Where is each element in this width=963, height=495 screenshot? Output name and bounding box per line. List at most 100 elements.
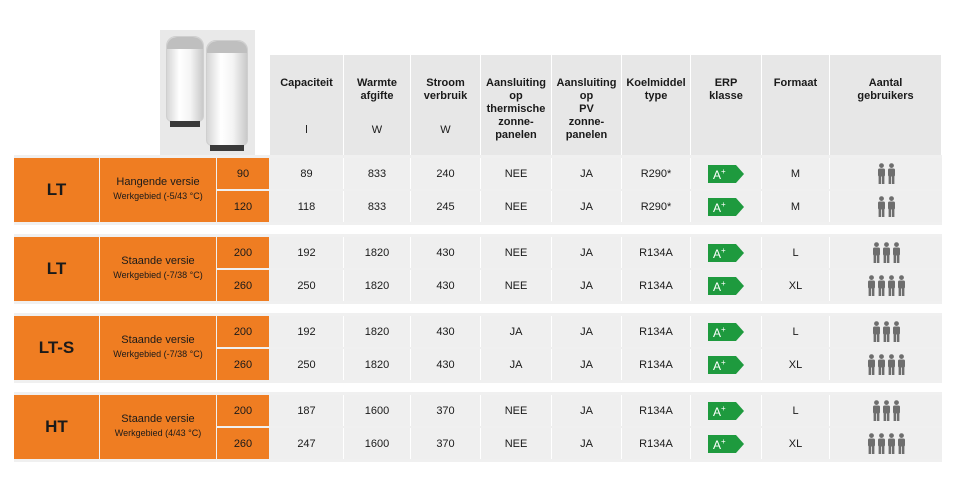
column-divider	[621, 349, 622, 380]
header-label-line: thermische	[486, 103, 546, 115]
cell-power: 245	[436, 200, 455, 213]
column-divider	[829, 191, 830, 222]
user-count-icons	[872, 242, 901, 263]
cell-power: 430	[436, 358, 455, 371]
column-divider	[410, 191, 411, 222]
cell-refrigerant: R134A	[639, 279, 673, 292]
column-divider	[621, 191, 622, 222]
column-divider	[690, 395, 691, 426]
cell-capacity: 250	[297, 279, 316, 292]
column-divider	[480, 270, 481, 301]
header-label-line: klasse	[709, 90, 743, 102]
cell-pv: JA	[580, 279, 593, 292]
header-label-line: zonne-	[568, 116, 605, 128]
column-divider	[551, 237, 552, 268]
column-divider	[690, 316, 691, 347]
column-divider	[761, 191, 762, 222]
header-label-line: op	[579, 90, 594, 102]
cell-capacity: 192	[297, 325, 316, 338]
person-icon	[867, 433, 875, 454]
cell-users	[830, 428, 942, 459]
column-divider	[410, 158, 411, 189]
cell-capacity: 250	[297, 358, 316, 371]
cell-users	[830, 316, 942, 347]
size-cell: 260	[217, 428, 269, 459]
table-row	[270, 270, 942, 301]
cell-users	[830, 158, 942, 189]
column-divider	[343, 158, 344, 189]
person-icon	[877, 275, 885, 296]
category-label: LT	[14, 237, 99, 301]
header-label: Koelmiddel type	[622, 77, 690, 103]
table-row	[270, 316, 942, 347]
header-label-line: Koelmiddel	[626, 77, 686, 89]
column-divider	[551, 270, 552, 301]
column-divider	[343, 316, 344, 347]
header-label: Aansluiting op PV zonne-panelen	[552, 77, 621, 142]
header-label-line: ERP	[714, 77, 738, 89]
svg-text:A+: A+	[713, 200, 726, 215]
cell-erp: A+	[691, 428, 761, 459]
cell-users	[830, 270, 942, 301]
column-divider	[621, 395, 622, 426]
person-icon	[877, 433, 885, 454]
cell-heat: 1820	[364, 358, 390, 371]
user-count-icons	[877, 163, 896, 184]
header-label: Aantal gebruikers	[830, 77, 941, 103]
column-divider	[690, 349, 691, 380]
cell-erp: A+	[691, 158, 761, 189]
cell-thermal: JA	[509, 325, 523, 338]
person-icon	[867, 354, 875, 375]
operating-range: Werkgebied (-5/43 °C)	[113, 191, 203, 201]
column-divider	[551, 428, 552, 459]
cell-thermal: NEE	[504, 437, 528, 450]
column-divider	[343, 349, 344, 380]
header-cell-thermal: Aansluiting op thermische zonne-panelen	[481, 55, 552, 155]
cell-erp: A+	[691, 395, 761, 426]
header-label: Aansluiting op thermische zonne-panelen	[481, 77, 551, 142]
column-divider	[551, 349, 552, 380]
cell-format: XL	[788, 437, 803, 450]
column-divider	[621, 158, 622, 189]
category-label: HT	[14, 395, 99, 459]
cell-heat: 1820	[364, 325, 390, 338]
size-cell: 200	[217, 395, 269, 426]
column-divider	[829, 316, 830, 347]
operating-range: Werkgebied (-7/38 °C)	[113, 270, 203, 280]
user-count-icons	[867, 275, 906, 296]
table-row	[270, 237, 942, 268]
cell-thermal: NEE	[504, 200, 528, 213]
header-label-line: Aansluiting	[486, 77, 546, 89]
cell-pv: JA	[580, 167, 593, 180]
column-divider	[761, 349, 762, 380]
column-divider	[343, 237, 344, 268]
table-row	[270, 349, 942, 380]
column-divider	[621, 270, 622, 301]
header-label-line: verbruik	[423, 90, 468, 102]
header-label: Stroom verbruik	[411, 77, 480, 103]
cell-heat: 833	[367, 200, 387, 213]
person-icon	[892, 400, 900, 421]
person-icon	[872, 321, 880, 342]
version-label: Staande versie	[121, 413, 195, 425]
cell-refrigerant: R134A	[639, 358, 673, 371]
user-count-icons	[872, 400, 901, 421]
cell-thermal: NEE	[504, 167, 528, 180]
cell-erp: A+	[691, 191, 761, 222]
user-count-icons	[877, 196, 896, 217]
cell-pv: JA	[580, 404, 593, 417]
version-cell: Hangende versie Werkgebied (-5/43 °C)	[100, 158, 216, 222]
column-divider	[829, 349, 830, 380]
header-label-line: afgifte	[360, 90, 394, 102]
person-icon	[882, 242, 890, 263]
product-image	[160, 30, 255, 155]
cell-refrigerant: R290*	[640, 200, 672, 213]
header-cell-format: Formaat	[762, 55, 830, 155]
column-divider	[761, 158, 762, 189]
version-cell: Staande versie Werkgebied (-7/38 °C)	[100, 316, 216, 380]
table-row	[270, 158, 942, 189]
user-count-icons	[867, 354, 906, 375]
column-divider	[551, 191, 552, 222]
header-label-line: Warmte	[357, 77, 397, 89]
column-divider	[343, 428, 344, 459]
